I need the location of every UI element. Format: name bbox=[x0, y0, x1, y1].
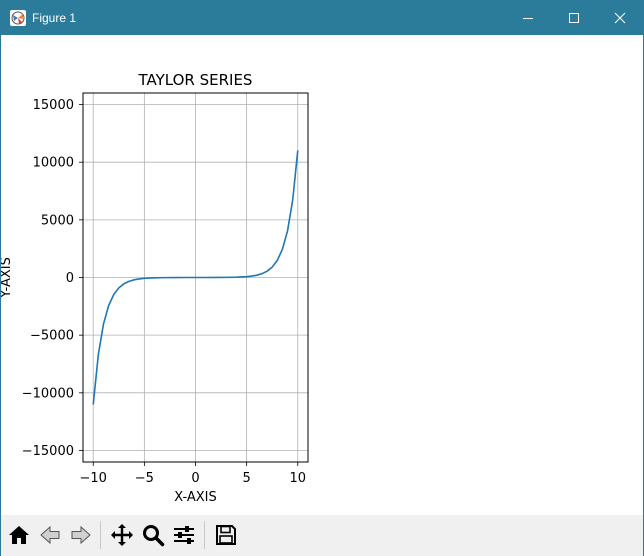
title-bar[interactable]: Figure 1 bbox=[1, 1, 643, 35]
home-button[interactable] bbox=[4, 520, 34, 550]
x-axis-label: X-AXIS bbox=[174, 490, 217, 505]
back-button[interactable] bbox=[35, 520, 65, 550]
chart: −10 −5 0 5 10 −15000 −10000 −5000 0 5000 10000 1500… bbox=[1, 71, 309, 505]
forward-button[interactable] bbox=[66, 520, 96, 550]
window-title: Figure 1 bbox=[32, 11, 77, 25]
minimize-button[interactable] bbox=[505, 1, 551, 35]
y-tick-label: −5000 bbox=[30, 329, 74, 344]
x-tick-label: −5 bbox=[135, 471, 154, 486]
series-line bbox=[92, 150, 299, 405]
maximize-icon bbox=[569, 13, 579, 23]
matplotlib-app-icon bbox=[10, 10, 26, 26]
y-tick-label: 10000 bbox=[33, 156, 74, 171]
x-tick-label: 5 bbox=[242, 471, 250, 486]
zoom-magnifier-icon bbox=[143, 525, 165, 547]
zoom-button[interactable] bbox=[138, 520, 168, 550]
x-tick-label: 0 bbox=[191, 471, 199, 486]
chart-title: TAYLOR SERIES bbox=[138, 71, 253, 89]
y-axis-label: Y-AXIS bbox=[1, 257, 14, 299]
ticks: −10 −5 0 5 10 −15000 −10000 −5000 0 5000 10000 1500… bbox=[22, 98, 306, 486]
navigation-toolbar bbox=[1, 515, 643, 556]
y-tick-label: 5000 bbox=[41, 213, 74, 228]
pan-move-icon bbox=[111, 524, 133, 546]
close-icon bbox=[614, 12, 626, 24]
minimize-icon bbox=[523, 18, 533, 19]
x-tick-label: 10 bbox=[289, 471, 306, 486]
home-icon bbox=[9, 526, 29, 544]
toolbar-separator bbox=[100, 521, 101, 549]
forward-arrow-icon bbox=[71, 525, 91, 545]
y-tick-label: −15000 bbox=[22, 444, 74, 459]
y-tick-label: 0 bbox=[66, 271, 74, 286]
toolbar-separator bbox=[204, 521, 205, 549]
configure-subplots-button[interactable] bbox=[169, 520, 199, 550]
pan-button[interactable] bbox=[107, 520, 137, 550]
close-button[interactable] bbox=[597, 1, 643, 35]
x-tick-label: −10 bbox=[80, 471, 107, 486]
y-tick-label: −10000 bbox=[22, 386, 74, 401]
maximize-button[interactable] bbox=[551, 1, 597, 35]
y-tick-label: 15000 bbox=[33, 98, 74, 113]
back-arrow-icon bbox=[40, 525, 60, 545]
figure-canvas[interactable]: −10 −5 0 5 10 −15000 −10000 −5000 0 5000 10000 1500… bbox=[1, 35, 643, 515]
save-floppy-icon bbox=[216, 525, 236, 545]
configure-subplots-icon bbox=[174, 526, 194, 544]
save-button[interactable] bbox=[211, 520, 241, 550]
